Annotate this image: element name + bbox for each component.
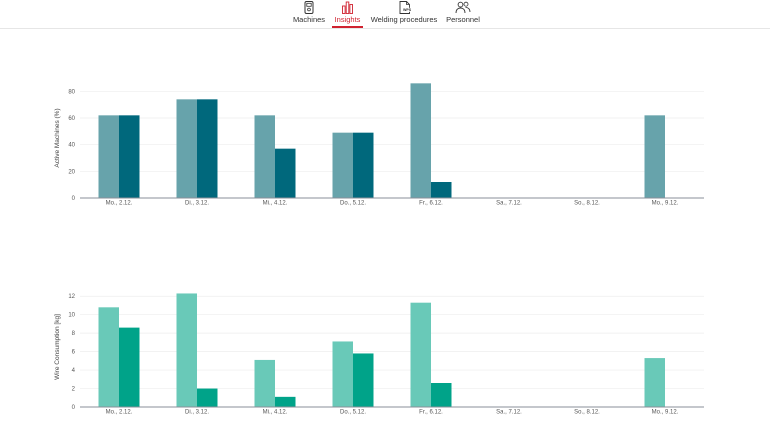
y-axis-title: Wire Consumption [kg]	[54, 314, 61, 380]
x-tick-label: Mo., 2.12.	[106, 201, 133, 207]
x-tick-label: Mi., 4.12.	[263, 201, 288, 207]
bar	[98, 115, 119, 198]
bar	[644, 358, 665, 407]
x-tick-label: Di., 3.12.	[185, 201, 209, 207]
x-tick-label: So., 8.12.	[574, 410, 600, 416]
nav-tab-machines[interactable]: Machines	[291, 0, 327, 27]
bar	[254, 359, 275, 407]
y-tick-label: 10	[68, 313, 75, 319]
bar	[431, 182, 452, 198]
bar	[644, 115, 665, 198]
bar	[176, 99, 197, 198]
x-tick-label: Di., 3.12.	[185, 410, 209, 416]
bar	[410, 302, 431, 407]
active-tab-indicator	[332, 26, 363, 28]
bar	[176, 293, 197, 407]
x-tick-label: Mo., 9.12.	[652, 201, 679, 207]
x-tick-label: Sa., 7.12.	[496, 410, 522, 416]
nav-tab-welding-procedures[interactable]: WPS Welding procedures	[370, 0, 438, 27]
y-tick-label: 80	[68, 89, 75, 95]
x-tick-label: Mi., 4.12.	[263, 410, 288, 416]
bar	[332, 132, 353, 198]
bar	[254, 115, 275, 198]
bar	[197, 99, 218, 198]
active-machines-chart: 0 20 40 60 80 Mo., 2.12. Di., 3.12. Mi., 4.12. D…	[54, 83, 704, 207]
bar-chart-icon	[342, 1, 353, 14]
bar	[353, 353, 374, 407]
nav-tab-personnel[interactable]: Personnel	[444, 0, 482, 27]
x-tick-label: So., 8.12.	[574, 201, 600, 207]
bar	[332, 341, 353, 407]
y-tick-label: 0	[72, 405, 76, 411]
y-tick-label: 12	[68, 294, 75, 300]
wps-document-icon: WPS	[399, 1, 412, 14]
y-tick-label: 20	[68, 169, 75, 175]
bar	[275, 396, 296, 407]
y-axis-title: Active Machines (%)	[54, 108, 61, 167]
bar	[410, 83, 431, 198]
nav-label-insights: Insights	[334, 15, 361, 24]
x-tick-label: Mo., 9.12.	[652, 410, 679, 416]
y-tick-label: 0	[72, 196, 76, 202]
nav-label-welding-procedures: Welding procedures	[370, 15, 438, 24]
svg-text:WPS: WPS	[403, 8, 412, 12]
y-tick-label: 6	[72, 350, 76, 356]
bar	[119, 327, 140, 407]
nav-label-personnel: Personnel	[446, 15, 480, 24]
nav-tab-insights[interactable]: Insights	[332, 0, 363, 28]
wire-consumption-chart: 0 2 4 6 8 10 12 Mo., 2.12. Di., 3.12. Mi., 4.12. D…	[54, 293, 704, 416]
y-tick-label: 4	[72, 368, 76, 374]
y-tick-label: 40	[68, 143, 75, 149]
bar	[431, 383, 452, 407]
bar	[353, 132, 374, 198]
nav-label-machines: Machines	[292, 15, 326, 24]
x-tick-label: Sa., 7.12.	[496, 201, 522, 207]
x-tick-label: Do., 5.12.	[340, 410, 366, 416]
y-tick-label: 60	[68, 116, 75, 122]
x-tick-label: Mo., 2.12.	[106, 410, 133, 416]
x-tick-label: Fr., 6.12.	[419, 201, 443, 207]
bar	[275, 148, 296, 198]
people-icon	[455, 1, 471, 14]
bar	[98, 307, 119, 407]
x-tick-label: Do., 5.12.	[340, 201, 366, 207]
top-navigation: Machines Insights WPS Welding procedures…	[0, 0, 770, 29]
y-tick-label: 8	[72, 331, 76, 337]
y-tick-label: 2	[72, 387, 76, 393]
machine-icon	[304, 1, 314, 14]
bar	[197, 388, 218, 407]
bar	[119, 115, 140, 198]
x-tick-label: Fr., 6.12.	[419, 410, 443, 416]
